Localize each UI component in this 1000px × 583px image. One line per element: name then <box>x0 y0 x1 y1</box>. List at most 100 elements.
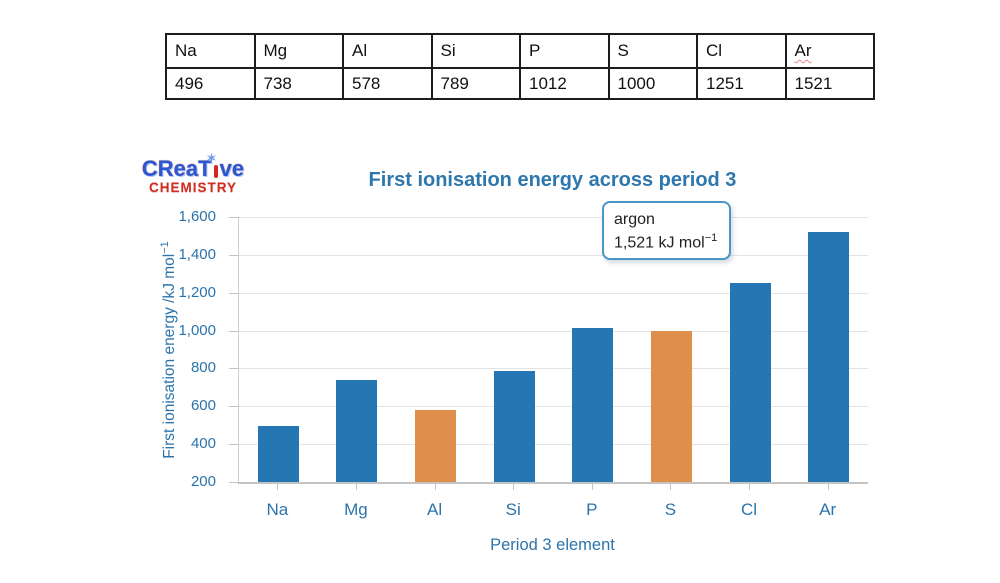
x-axis-title: Period 3 element <box>490 536 615 554</box>
x-tick-label-Na[interactable]: Na <box>266 500 289 519</box>
tooltip-value: 1,521 kJ mol−1 <box>614 231 718 252</box>
value-na: 496 <box>175 73 204 93</box>
table-header-cell: Ar <box>784 33 875 69</box>
x-axis-tick <box>277 484 279 490</box>
y-tick-label: 400 <box>190 435 216 453</box>
ionisation-energy-table: Na Mg Al Si P S Cl Ar 496 738 578 789 10… <box>165 33 875 100</box>
y-tick-label: 1,400 <box>178 245 216 263</box>
tooltip-argon: argon 1,521 kJ mol−1 <box>602 201 731 260</box>
logo-word-chemistry: CHEMISTRY <box>148 180 237 195</box>
header-s: S <box>617 41 629 60</box>
gridline <box>239 330 868 332</box>
x-tick-label-Ar[interactable]: Ar <box>819 500 837 519</box>
value-s: 1000 <box>617 73 656 93</box>
header-cl: Cl <box>706 41 723 60</box>
x-tick-label-Mg[interactable]: Mg <box>344 500 368 519</box>
y-axis-tick <box>229 368 239 370</box>
x-tick-label-Si[interactable]: Si <box>505 500 521 519</box>
table-value-cell: 1000 <box>607 67 698 100</box>
bar-P[interactable] <box>572 328 614 482</box>
tooltip-element-name: argon <box>614 211 655 228</box>
header-al: Al <box>352 41 368 60</box>
value-si: 789 <box>440 73 469 93</box>
table-value-row: 496 738 578 789 1012 1000 1251 1521 <box>165 67 875 100</box>
bar-Na[interactable] <box>257 425 299 482</box>
x-axis-tick <box>749 484 751 490</box>
y-axis-tick-labels: 200 400 600 800 1,000 1,200 1,400 1,600 <box>150 0 230 500</box>
x-axis-tick <box>670 484 672 490</box>
table-value-cell: 789 <box>430 67 521 100</box>
value-ar: 1521 <box>794 73 833 93</box>
bar-Si[interactable] <box>493 370 535 482</box>
table-header-cell: Mg <box>253 33 344 69</box>
table-header-cell: Si <box>430 33 521 69</box>
creative-chemistry-logo: CReaT ✶ ve CHEMISTRY <box>138 151 248 195</box>
bar-Al[interactable] <box>415 410 457 482</box>
value-p: 1012 <box>529 73 567 93</box>
y-tick-label: 1,200 <box>178 283 216 301</box>
x-tick-label-Al[interactable]: Al <box>427 500 443 519</box>
table-value-cell: 738 <box>253 67 344 100</box>
gridline <box>239 368 868 370</box>
y-axis-title-text: First ionisation energy /kJ mol <box>161 253 179 459</box>
gridline <box>239 444 868 446</box>
value-al: 578 <box>352 73 381 93</box>
gridline <box>239 217 868 218</box>
table-header-cell: P <box>519 33 610 69</box>
y-axis-tick <box>229 330 239 332</box>
gridline <box>239 292 868 294</box>
y-axis-tick <box>229 444 239 446</box>
x-tick-label-P[interactable]: P <box>586 500 598 519</box>
table-value-cell: 1521 <box>784 67 875 100</box>
header-mg: Mg <box>263 41 288 60</box>
bar-Mg[interactable] <box>336 380 378 482</box>
bar-Ar[interactable] <box>808 231 850 482</box>
header-si: Si <box>440 41 456 60</box>
y-axis-tick <box>229 254 239 256</box>
y-tick-label: 1,000 <box>178 321 216 339</box>
gridline <box>239 254 868 256</box>
table-header-row: Na Mg Al Si P S Cl Ar <box>165 33 875 69</box>
x-axis-tick <box>434 484 436 490</box>
table-value-cell: 578 <box>342 67 433 100</box>
header-ar: Ar <box>794 41 812 60</box>
value-cl: 1251 <box>706 73 744 93</box>
y-axis-tick <box>229 292 239 294</box>
gridline <box>239 406 868 408</box>
table-value-cell: 496 <box>165 67 256 100</box>
test-tube-icon: ✶ <box>206 151 219 178</box>
table-header-cell: Al <box>342 33 433 69</box>
chart-title: First ionisation energy across period 3 <box>368 169 737 191</box>
x-axis-tick <box>827 484 829 490</box>
x-tick-label-S[interactable]: S <box>664 500 677 519</box>
y-axis-tick <box>229 482 239 483</box>
y-tick-label: 1,600 <box>178 208 216 225</box>
y-tick-label: 600 <box>190 397 216 415</box>
x-axis-tick <box>355 484 357 490</box>
x-tick-label-Cl[interactable]: Cl <box>741 500 758 519</box>
y-axis-tick <box>229 217 239 218</box>
y-axis-title-superscript: −1 <box>158 241 171 254</box>
x-axis-tick <box>591 484 593 490</box>
x-axis-tick-labels: Na Mg Al Si P S Cl Ar <box>238 500 867 520</box>
logo-text: ve <box>219 156 245 181</box>
table-value-cell: 1251 <box>696 67 787 100</box>
x-axis-tick <box>513 484 515 490</box>
header-p: P <box>529 41 541 60</box>
y-tick-label: 200 <box>190 473 216 490</box>
bar-Cl[interactable] <box>729 283 771 482</box>
y-axis-title: First ionisation energy /kJ mol−1 <box>159 241 179 459</box>
bar-S[interactable] <box>650 330 692 482</box>
logo-text: CReaT <box>141 156 212 181</box>
y-tick-label: 800 <box>190 359 216 377</box>
x-axis-ticks <box>238 484 867 490</box>
starburst-icon: ✶ <box>205 150 218 166</box>
logo-word-creative: CReaT ✶ ve <box>141 151 245 181</box>
plot-area <box>229 217 868 484</box>
table-header-cell: Na <box>165 33 256 69</box>
y-axis-tick <box>229 406 239 408</box>
table-header-cell: S <box>607 33 698 69</box>
header-na: Na <box>175 41 197 60</box>
table-value-cell: 1012 <box>519 67 610 100</box>
